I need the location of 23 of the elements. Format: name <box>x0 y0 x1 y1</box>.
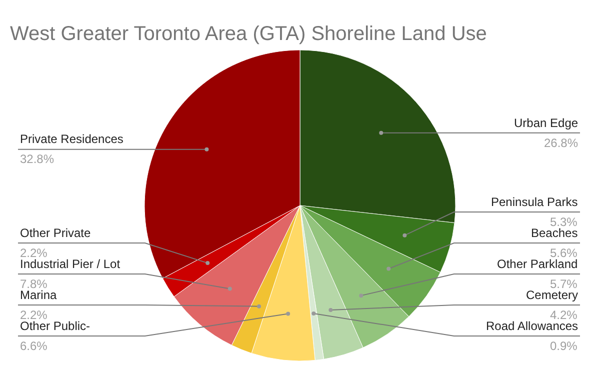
slice-label: Private Residences <box>20 132 124 146</box>
slice-label: Cemetery <box>526 288 578 302</box>
data-label: 5.6% <box>550 246 578 260</box>
slice-label: Urban Edge <box>514 116 578 130</box>
data-label: 32.8% <box>20 152 54 166</box>
slice-label: Marina <box>20 288 58 302</box>
data-label: 7.8% <box>20 277 48 291</box>
slice-label: Industrial Pier / Lot <box>20 257 121 271</box>
data-label: 6.6% <box>20 339 48 353</box>
slice-label: Peninsula Parks <box>491 195 578 209</box>
data-label: 5.7% <box>550 277 578 291</box>
data-label: 5.3% <box>550 215 578 229</box>
slice-label: Road Allowances <box>486 319 578 333</box>
slice-label: Other Private <box>20 226 92 240</box>
slice-label: Other Parkland <box>497 257 578 271</box>
data-label: 0.9% <box>550 339 578 353</box>
data-label: 26.8% <box>544 136 578 150</box>
data-label: 2.2% <box>20 246 48 260</box>
chart-title: West Greater Toronto Area (GTA) Shoreline Land Use <box>10 23 487 45</box>
data-label: 2.2% <box>20 308 48 322</box>
slice-label: Other Public- <box>20 319 90 333</box>
data-label: 4.2% <box>550 308 578 322</box>
slice-label: Beaches <box>531 226 578 240</box>
